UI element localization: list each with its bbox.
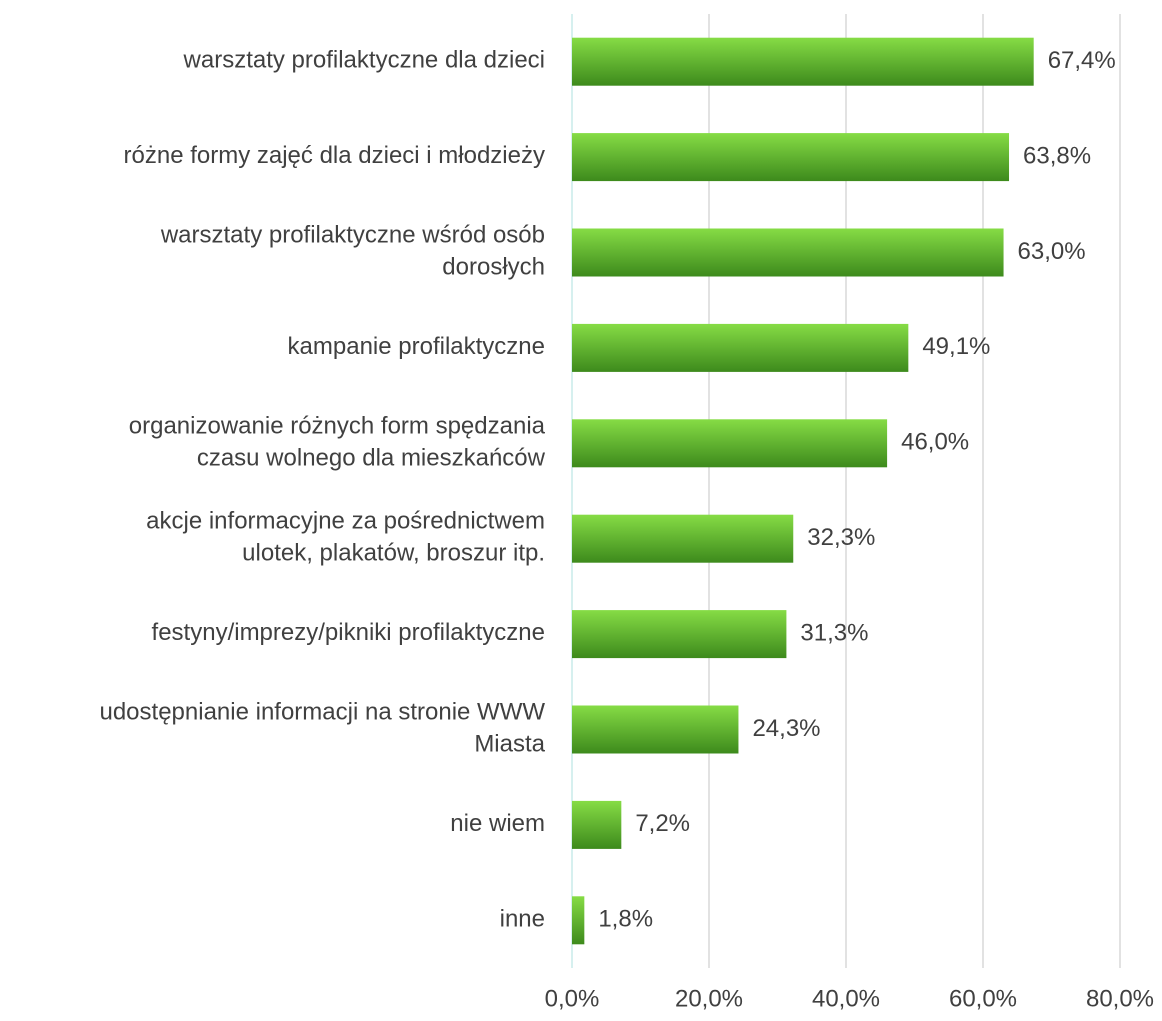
value-label: 32,3% <box>807 524 875 551</box>
x-tick-label: 20,0% <box>675 985 743 1012</box>
label-line: czasu wolnego dla mieszkańców <box>197 445 546 472</box>
bar <box>572 323 909 372</box>
x-tick-label: 60,0% <box>949 985 1017 1012</box>
value-label: 1,8% <box>598 906 653 933</box>
bar <box>572 37 1034 86</box>
bar <box>572 800 622 849</box>
bar <box>572 419 888 468</box>
label-line: nie wiem <box>450 810 545 837</box>
bar <box>572 133 1010 182</box>
value-label: 67,4% <box>1048 47 1116 74</box>
label-line: dorosłych <box>442 254 545 281</box>
y-tick-label: inne <box>500 906 545 933</box>
label-line: warsztaty profilaktyczne wśród osób <box>160 222 545 249</box>
y-tick-label: udostępnianie informacji na stronie WWW M… <box>99 699 545 758</box>
x-tick-label: 80,0% <box>1086 985 1154 1012</box>
bar <box>572 610 787 659</box>
value-label: 31,3% <box>800 619 868 646</box>
y-tick-label: kampanie profilaktyczne <box>288 333 545 360</box>
bar <box>572 228 1004 277</box>
x-tick-label: 40,0% <box>812 985 880 1012</box>
y-tick-label: warsztaty profilaktyczne wśród osób doros… <box>160 222 545 281</box>
value-label: 46,0% <box>901 429 969 456</box>
label-line: organizowanie różnych form spędzania <box>129 413 546 440</box>
y-tick-label: festyny/imprezy/pikniki profilaktyczne <box>152 619 545 646</box>
value-label: 24,3% <box>752 715 820 742</box>
label-line: festyny/imprezy/pikniki profilaktyczne <box>152 619 545 646</box>
bar <box>572 896 585 945</box>
label-line: kampanie profilaktyczne <box>288 333 545 360</box>
value-label: 7,2% <box>635 810 690 837</box>
x-tick-label: 0,0% <box>545 985 600 1012</box>
y-tick-label: nie wiem <box>450 810 545 837</box>
label-line: Miasta <box>474 731 545 758</box>
label-line: różne formy zajęć dla dzieci i młodzieży <box>124 142 546 169</box>
label-line: warsztaty profilaktyczne dla dzieci <box>183 47 545 74</box>
label-line: inne <box>500 906 545 933</box>
value-label: 63,8% <box>1023 142 1091 169</box>
label-line: udostępnianie informacji na stronie WWW <box>99 699 545 726</box>
y-tick-label: organizowanie różnych form spędzania czas… <box>129 413 546 472</box>
bar <box>572 705 739 754</box>
value-label: 63,0% <box>1018 238 1086 265</box>
value-label: 49,1% <box>922 333 990 360</box>
label-line: ulotek, plakatów, broszur itp. <box>242 540 545 567</box>
bar <box>572 514 794 563</box>
y-tick-label: akcje informacyjne za pośrednictwem ulote… <box>146 508 545 567</box>
y-tick-label: różne formy zajęć dla dzieci i młodzieży <box>124 142 546 169</box>
label-line: akcje informacyjne za pośrednictwem <box>146 508 545 535</box>
y-tick-label: warsztaty profilaktyczne dla dzieci <box>183 47 545 74</box>
